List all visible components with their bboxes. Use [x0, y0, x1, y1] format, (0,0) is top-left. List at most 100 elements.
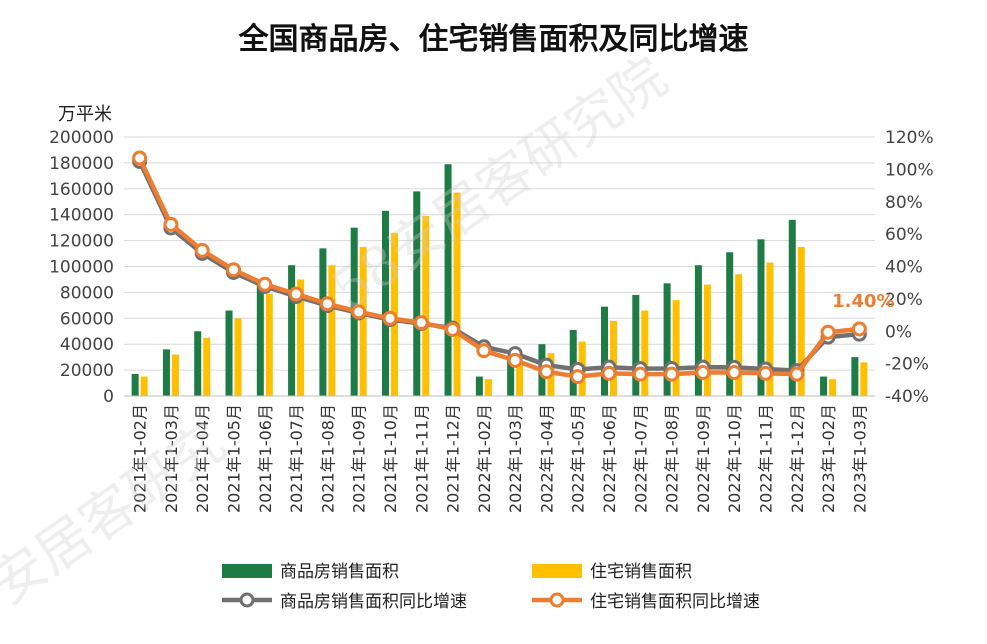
- y-right-tick-label: -40%: [885, 387, 929, 407]
- legend-label: 商品房销售面积: [280, 562, 399, 582]
- point-residential-yoy: [538, 364, 554, 380]
- y-right-tick-label: 60%: [885, 225, 923, 245]
- bar-residential-area: [203, 337, 211, 396]
- x-tick-label: 2021年1-08月: [318, 404, 337, 513]
- point-residential-yoy: [570, 369, 586, 385]
- y-left-tick-label: 20000: [60, 361, 114, 381]
- point-residential-yoy: [226, 262, 242, 278]
- y-left-tick-label: 80000: [60, 283, 114, 303]
- bar-commercial-area: [131, 373, 139, 396]
- bar-commercial-area: [788, 219, 796, 396]
- point-residential-yoy: [382, 310, 398, 326]
- bar-commercial-area: [256, 282, 264, 396]
- point-residential-yoy: [507, 352, 523, 368]
- bar-residential-area: [453, 192, 461, 396]
- bar-commercial-area: [162, 349, 170, 396]
- point-residential-yoy: [351, 304, 367, 320]
- x-tick-label: 2023年1-03月: [850, 404, 869, 513]
- y-right-tick-label: 120%: [885, 128, 934, 148]
- legend-swatch-commercial-area: [222, 564, 272, 578]
- bar-commercial-area: [851, 357, 859, 396]
- bar-commercial-area: [444, 164, 452, 396]
- y-left-tick-label: 160000: [49, 180, 114, 200]
- bar-commercial-area: [288, 265, 296, 396]
- point-residential-yoy: [476, 343, 492, 359]
- x-tick-label: 2022年1-08月: [663, 404, 682, 513]
- x-tick-label: 2022年1-02月: [475, 404, 494, 513]
- bar-residential-area: [672, 300, 680, 396]
- x-tick-label: 2021年1-05月: [225, 404, 244, 513]
- bar-residential-area: [265, 293, 273, 396]
- bar-commercial-area: [601, 306, 609, 396]
- x-tick-label: 2022年1-05月: [569, 404, 588, 513]
- bar-residential-area: [797, 247, 805, 396]
- x-tick-label: 2021年1-06月: [256, 404, 275, 513]
- legend-label: 住宅销售面积同比增速: [590, 592, 760, 612]
- bar-commercial-area: [663, 283, 671, 396]
- x-tick-label: 2022年1-06月: [600, 404, 619, 513]
- point-residential-yoy: [132, 150, 148, 166]
- point-residential-yoy: [664, 366, 680, 382]
- chart-title: 全国商品房、住宅销售面积及同比增速: [238, 22, 749, 57]
- point-residential-yoy: [257, 276, 273, 292]
- y-left-tick-label: 120000: [49, 232, 114, 252]
- legend-label: 商品房销售面积同比增速: [280, 592, 467, 612]
- point-residential-yoy: [820, 324, 836, 340]
- y-left-tick-label: 0: [103, 387, 114, 407]
- y-right-tick-label: 100%: [885, 160, 934, 180]
- bar-commercial-area: [319, 248, 327, 396]
- y-left-tick-label: 100000: [49, 258, 114, 278]
- bar-commercial-area: [507, 355, 515, 396]
- x-tick-label: 2021年1-09月: [350, 404, 369, 513]
- bar-residential-area: [829, 379, 837, 396]
- y-right-tick-label: 40%: [885, 258, 923, 278]
- y-left-tick-label: 180000: [49, 154, 114, 174]
- point-residential-yoy: [319, 296, 335, 312]
- bar-commercial-area: [694, 265, 702, 396]
- bar-commercial-area: [413, 191, 421, 396]
- x-tick-label: 2021年1-12月: [444, 404, 463, 513]
- bar-residential-area: [171, 354, 179, 396]
- x-tick-label: 2021年1-07月: [287, 404, 306, 513]
- bar-residential-area: [484, 379, 492, 396]
- bar-commercial-area: [569, 329, 577, 396]
- x-tick-label: 2021年1-11月: [412, 404, 431, 513]
- x-tick-label: 2022年1-07月: [631, 404, 650, 513]
- x-tick-label: 2021年1-10月: [381, 404, 400, 513]
- y-axis-left-title: 万平米: [58, 104, 112, 125]
- point-residential-yoy: [695, 365, 711, 381]
- point-residential-yoy: [632, 366, 648, 382]
- point-residential-yoy: [601, 365, 617, 381]
- y-right-tick-label: -20%: [885, 355, 929, 375]
- y-left-tick-label: 40000: [60, 335, 114, 355]
- point-residential-yoy: [726, 365, 742, 381]
- x-tick-label: 2021年1-02月: [131, 404, 150, 513]
- bar-residential-area: [516, 362, 524, 396]
- bar-residential-area: [766, 262, 774, 396]
- x-tick-label: 2022年1-12月: [788, 404, 807, 513]
- x-tick-label: 2022年1-11月: [756, 404, 775, 513]
- point-residential-yoy: [194, 242, 210, 258]
- y-right-tick-label: 0%: [885, 322, 912, 342]
- point-residential-yoy: [445, 321, 461, 337]
- y-left-tick-label: 140000: [49, 206, 114, 226]
- annotation-label: 1.40%: [832, 291, 894, 312]
- point-residential-yoy: [851, 321, 867, 337]
- y-left-tick-label: 200000: [49, 128, 114, 148]
- bar-residential-area: [703, 284, 711, 396]
- legend-marker-commercial-yoy: [239, 592, 255, 608]
- x-tick-label: 2021年1-03月: [162, 404, 181, 513]
- bar-residential-area: [140, 376, 148, 396]
- bar-commercial-area: [632, 294, 640, 396]
- bar-residential-area: [297, 279, 305, 396]
- x-tick-label: 2022年1-04月: [537, 404, 556, 513]
- bar-residential-area: [641, 310, 649, 396]
- x-tick-label: 2023年1-02月: [819, 404, 838, 513]
- bar-commercial-area: [225, 310, 233, 396]
- point-residential-yoy: [789, 366, 805, 382]
- bar-residential-area: [328, 265, 336, 396]
- y-right-tick-label: 20%: [885, 290, 923, 310]
- legend-label: 住宅销售面积: [590, 562, 692, 582]
- y-left-tick-label: 60000: [60, 309, 114, 329]
- legend-swatch-residential-area: [532, 564, 582, 578]
